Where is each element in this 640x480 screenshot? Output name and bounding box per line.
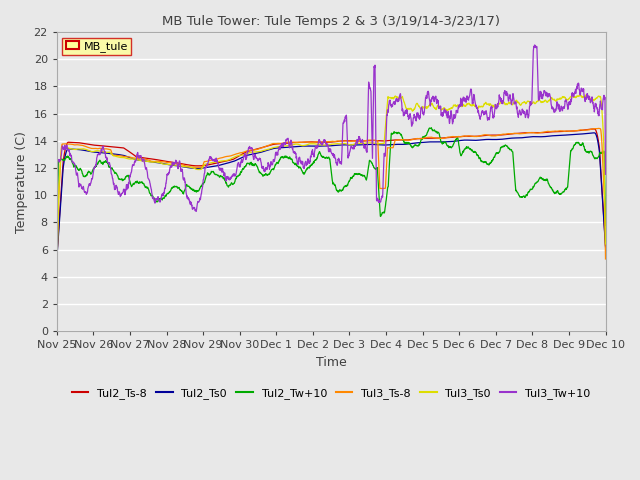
- Legend: Tul2_Ts-8, Tul2_Ts0, Tul2_Tw+10, Tul3_Ts-8, Tul3_Ts0, Tul3_Tw+10: Tul2_Ts-8, Tul2_Ts0, Tul2_Tw+10, Tul3_Ts…: [67, 384, 595, 404]
- X-axis label: Time: Time: [316, 356, 346, 369]
- Y-axis label: Temperature (C): Temperature (C): [15, 131, 28, 232]
- Title: MB Tule Tower: Tule Temps 2 & 3 (3/19/14-3/23/17): MB Tule Tower: Tule Temps 2 & 3 (3/19/14…: [162, 15, 500, 28]
